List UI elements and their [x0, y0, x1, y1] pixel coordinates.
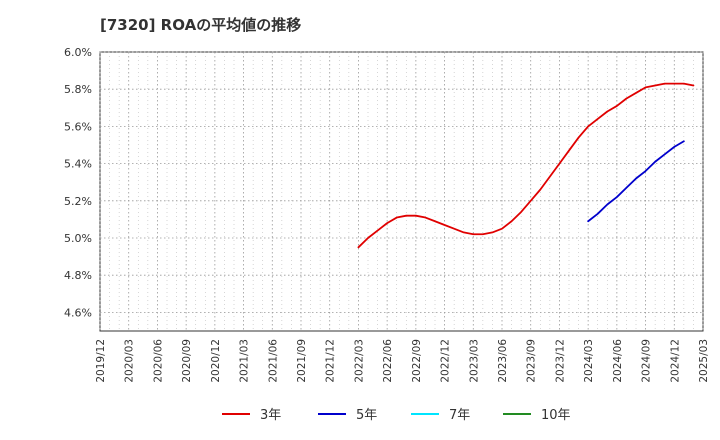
x-tick-label: 2021/06: [267, 339, 279, 383]
chart-title: [7320] ROAの平均値の推移: [100, 16, 301, 34]
legend-label-5年: 5年: [356, 408, 377, 423]
y-tick-label: 5.2%: [64, 195, 92, 208]
x-tick-label: 2022/09: [411, 339, 423, 383]
x-tick-label: 2021/09: [296, 339, 308, 383]
x-tick-label: 2020/09: [181, 339, 193, 383]
x-tick-label: 2022/06: [382, 339, 394, 383]
x-tick-label: 2023/03: [468, 339, 480, 383]
y-tick-label: 5.8%: [64, 83, 92, 96]
legend-label-10年: 10年: [541, 408, 571, 423]
y-tick-label: 4.6%: [64, 306, 92, 319]
x-tick-label: 2022/03: [353, 339, 365, 383]
x-tick-label: 2024/03: [583, 339, 595, 383]
x-tick-label: 2021/12: [325, 339, 337, 383]
grid-lines: [99, 51, 704, 331]
y-tick-label: 5.6%: [64, 120, 92, 133]
x-tick-label: 2024/09: [641, 339, 653, 383]
y-axis-ticks: 4.6% 4.8% 5.0% 5.2% 5.4% 5.6% 5.8% 6.0%: [64, 46, 92, 319]
legend-label-3年: 3年: [260, 408, 281, 423]
y-tick-label: 6.0%: [64, 46, 92, 59]
x-tick-label: 2023/09: [526, 339, 538, 383]
x-tick-label: 2020/06: [152, 339, 164, 383]
legend: 3年 5年 7年 10年: [222, 408, 571, 423]
x-tick-label: 2020/12: [210, 339, 222, 383]
x-tick-label: 2021/03: [239, 339, 251, 383]
x-tick-label: 2023/06: [497, 339, 509, 383]
x-tick-label: 2019/12: [95, 339, 107, 383]
x-tick-label: 2020/03: [124, 339, 136, 383]
x-tick-label: 2025/03: [698, 339, 710, 383]
y-tick-label: 5.4%: [64, 158, 92, 171]
y-tick-label: 4.8%: [64, 269, 92, 282]
x-tick-label: 2024/06: [612, 339, 624, 383]
series-line-5年: [587, 140, 685, 223]
x-tick-label: 2022/12: [440, 339, 452, 383]
y-tick-label: 5.0%: [64, 232, 92, 245]
x-tick-label: 2024/12: [669, 339, 681, 383]
series-line-3年: [357, 82, 695, 249]
plot-area: [99, 51, 704, 332]
x-tick-label: 2023/12: [554, 339, 566, 383]
legend-label-7年: 7年: [449, 408, 470, 423]
series-lines: [357, 82, 695, 249]
x-axis-ticks: 2019/12 2020/03 2020/06 2020/09 2020/12 2021/…: [95, 339, 710, 383]
